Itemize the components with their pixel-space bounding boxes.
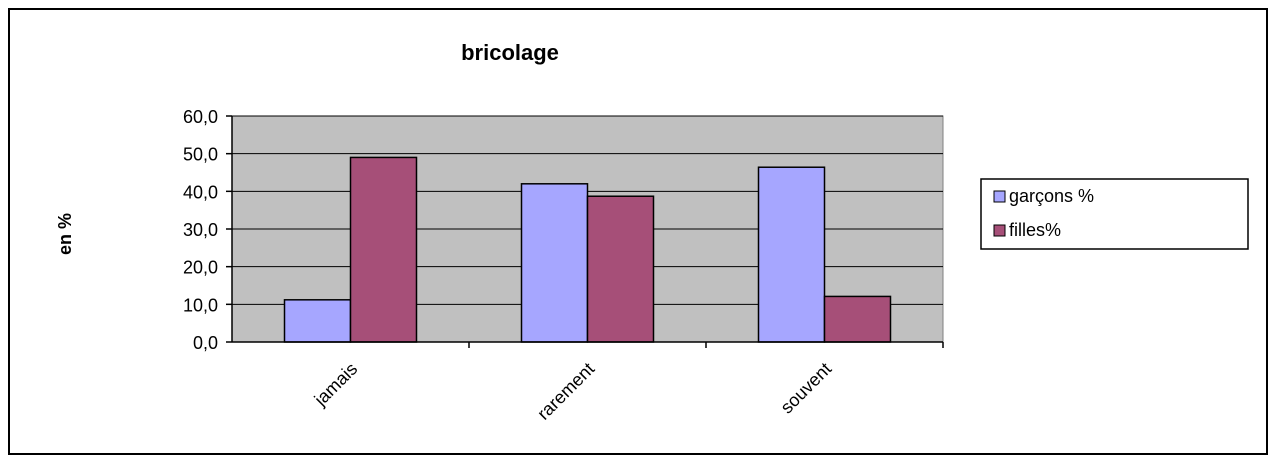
y-tick-label: 60,0	[183, 107, 218, 127]
bar-souvent-series-2	[823, 295, 892, 343]
bar-chart: bricolage en % 0,0 10,0 20,0 30,0 40,0 50,0 60…	[55, 40, 1249, 424]
legend-label: filles%	[1009, 220, 1061, 240]
y-tick-label: 20,0	[183, 258, 218, 278]
chart-title: bricolage	[461, 40, 559, 65]
y-axis-ticks: 0,0 10,0 20,0 30,0 40,0 50,0 60,0	[183, 107, 232, 353]
bar-rarement-series-2	[586, 195, 655, 343]
bar-jamais-series-1	[283, 299, 352, 343]
y-tick-label: 10,0	[183, 295, 218, 315]
x-category-label: rarement	[533, 359, 598, 424]
bars	[283, 156, 892, 343]
bar-jamais-series-2	[349, 156, 418, 343]
x-category-label: jamais	[310, 359, 362, 411]
chart-frame: bricolage en % 0,0 10,0 20,0 30,0 40,0 50,0 60…	[8, 8, 1268, 455]
legend: garçons % filles%	[980, 178, 1249, 250]
legend-label: garçons %	[1009, 186, 1094, 206]
y-tick-label: 50,0	[183, 145, 218, 165]
legend-swatch	[993, 224, 1006, 237]
bar-souvent-series-1	[757, 166, 826, 343]
y-tick-label: 40,0	[183, 182, 218, 202]
legend-box	[980, 178, 1249, 250]
legend-swatch	[993, 190, 1006, 203]
bar-rarement-series-1	[520, 183, 589, 343]
x-axis-category-labels: jamais rarement souvent	[310, 359, 836, 424]
y-tick-label: 30,0	[183, 220, 218, 240]
y-tick-label: 0,0	[193, 333, 218, 353]
y-axis-label: en %	[55, 213, 75, 255]
x-axis-ticks	[468, 342, 944, 348]
x-category-label: souvent	[777, 359, 836, 418]
